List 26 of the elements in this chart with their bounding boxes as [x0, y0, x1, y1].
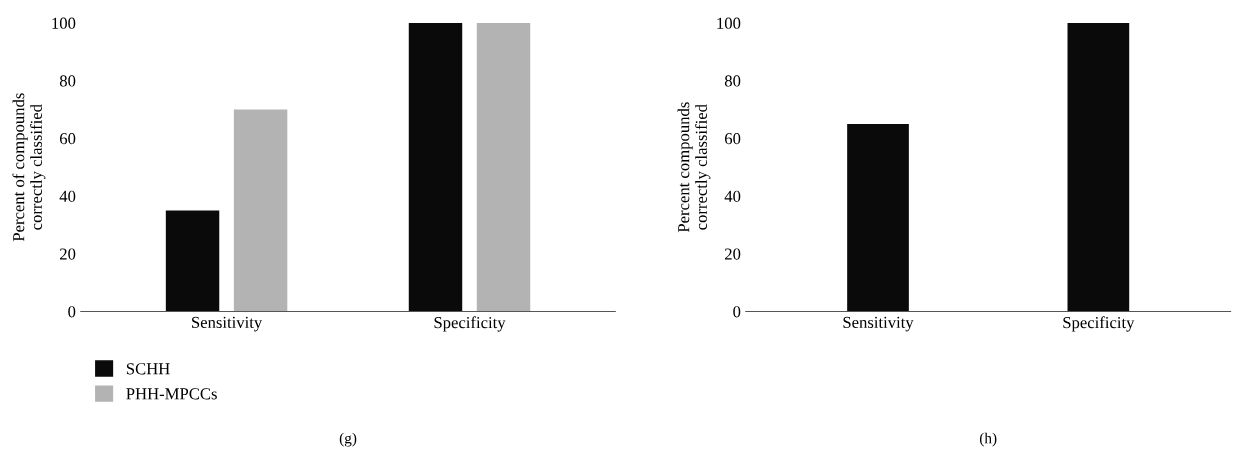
- y-tick-label: 20: [60, 248, 76, 260]
- y-tick-label: 60: [59, 133, 76, 145]
- y-tick-label: 20: [725, 248, 741, 260]
- y-axis-title: Percent compounds correctly classified: [677, 102, 711, 233]
- x-tick-label: Sensitivity: [843, 316, 914, 332]
- bar: [165, 210, 220, 312]
- x-tick-label: Specificity: [434, 316, 506, 332]
- y-tick-label: 0: [733, 306, 741, 318]
- y-tick-label: 40: [59, 190, 76, 202]
- y-tick-label: 60: [724, 133, 741, 145]
- y-tick-label: 0: [68, 306, 76, 318]
- y-axis-title: Percent of compounds correctly classified: [12, 93, 46, 242]
- y-tick-label: 80: [724, 75, 741, 87]
- legend-label: SCHH: [126, 363, 170, 375]
- y-tick-label: 100: [52, 17, 76, 29]
- x-tick-label: Sensitivity: [192, 316, 263, 332]
- x-tick-label: Specificity: [1063, 316, 1135, 332]
- y-tick-label: 40: [724, 190, 741, 202]
- bar: [233, 109, 288, 312]
- bar: [476, 22, 531, 312]
- legend-label: PHH-MPCCs: [126, 388, 217, 400]
- text: (h): [979, 432, 997, 447]
- bar: [408, 22, 463, 312]
- y-tick-label: 80: [59, 75, 76, 87]
- y-tick-label: 100: [717, 17, 741, 29]
- text: (g): [339, 432, 357, 447]
